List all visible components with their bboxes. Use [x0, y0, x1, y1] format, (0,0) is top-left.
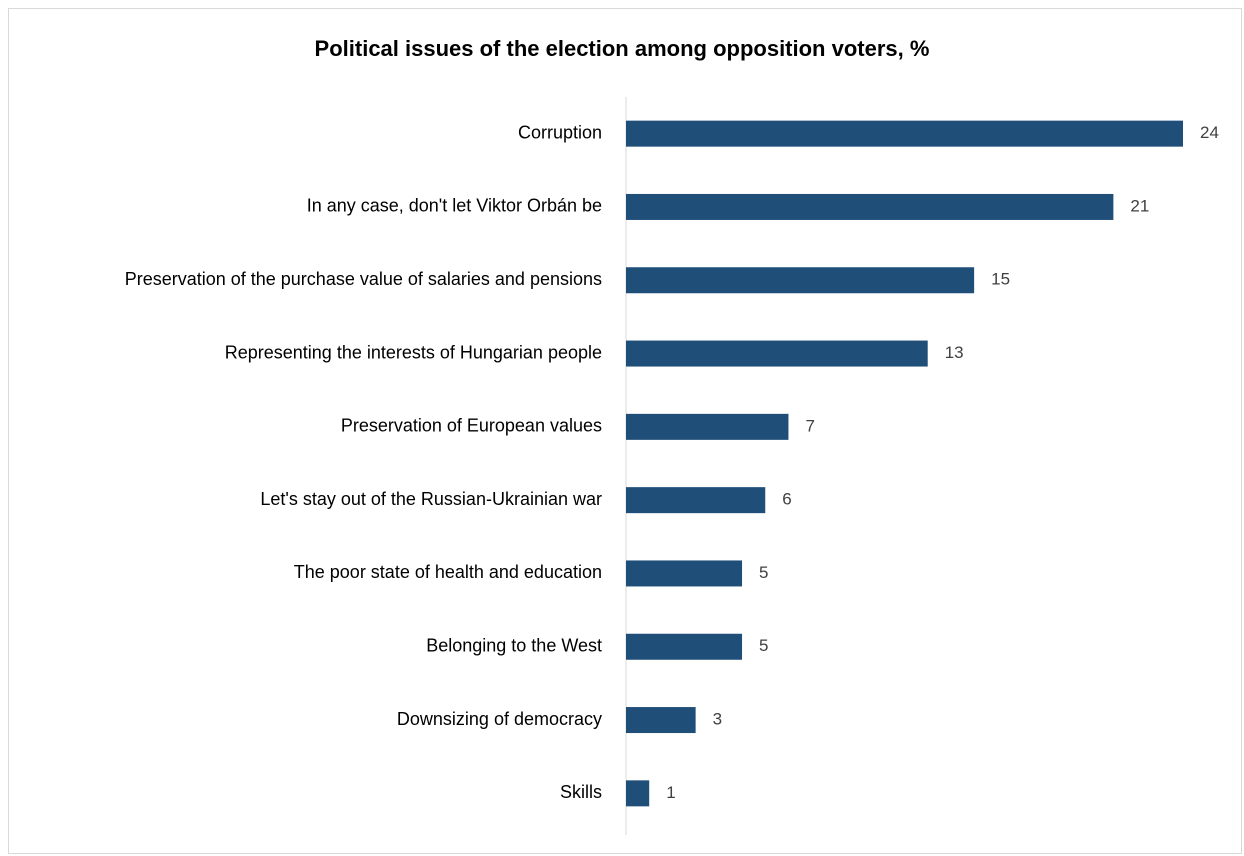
- data-label: 1: [666, 783, 675, 802]
- bar: [626, 487, 766, 514]
- bar: [626, 780, 650, 807]
- category-label: The poor state of health and education: [294, 562, 602, 582]
- data-label: 15: [991, 270, 1010, 289]
- chart-title: Political issues of the election among o…: [314, 36, 930, 61]
- bar: [626, 413, 789, 440]
- category-label: Belonging to the West: [426, 636, 602, 656]
- category-label: Preservation of European values: [341, 416, 602, 436]
- data-label: 6: [782, 490, 791, 509]
- category-label: Corruption: [518, 122, 602, 142]
- bar: [626, 633, 743, 660]
- category-label: Downsizing of democracy: [397, 709, 602, 729]
- bar: [626, 120, 1183, 147]
- category-label: In any case, don't let Viktor Orbán be: [307, 196, 602, 216]
- bars-layer: [626, 120, 1183, 807]
- data-label: 5: [759, 636, 768, 655]
- data-label: 13: [945, 343, 964, 362]
- bar: [626, 193, 1114, 220]
- bar: [626, 267, 975, 294]
- bar: [626, 340, 928, 367]
- bar: [626, 560, 743, 587]
- category-label: Let's stay out of the Russian-Ukrainian …: [260, 489, 602, 509]
- category-label: Representing the interests of Hungarian …: [225, 342, 602, 362]
- data-label: 21: [1130, 196, 1149, 215]
- data-label: 3: [713, 710, 722, 729]
- category-label: Preservation of the purchase value of sa…: [125, 269, 602, 289]
- data-label: 5: [759, 563, 768, 582]
- data-label: 24: [1200, 123, 1219, 142]
- category-labels-layer: Corruption In any case, don't let Viktor …: [125, 122, 602, 802]
- data-label: 7: [805, 416, 814, 435]
- chart-frame: [8, 8, 1242, 854]
- value-labels-layer: 24 21 15 13 7 6 5 5 3 1: [666, 123, 1219, 802]
- category-label: Skills: [560, 782, 602, 802]
- bar: [626, 707, 696, 734]
